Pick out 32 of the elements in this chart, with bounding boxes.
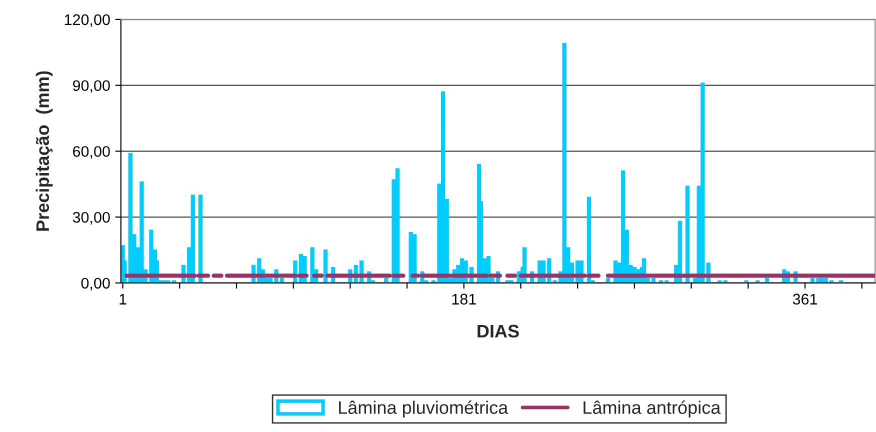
- bar: [310, 247, 314, 283]
- bar: [685, 186, 690, 283]
- bar: [384, 278, 388, 283]
- bar: [562, 43, 566, 283]
- bar: [440, 91, 446, 283]
- bar: [606, 278, 610, 283]
- bar: [190, 194, 195, 283]
- bar: [198, 194, 203, 283]
- x-tick-label: 361: [792, 294, 818, 305]
- bar: [140, 181, 144, 283]
- x-axis-title: DIAS: [478, 324, 519, 338]
- y-tick-label: 90,00: [72, 80, 110, 93]
- x-tick-label: 181: [452, 294, 476, 305]
- bar: [756, 280, 760, 283]
- y-tick-label: 30,00: [72, 212, 110, 225]
- bar: [509, 280, 514, 283]
- y-axis-title: Precipitação (mm): [36, 71, 53, 231]
- y-tick-label: 120,00: [64, 14, 110, 27]
- bar: [700, 82, 705, 283]
- bar: [395, 168, 400, 283]
- bar: [765, 278, 770, 283]
- legend-label: Lâmina antrópica: [584, 400, 721, 418]
- y-tick-label: 60,00: [73, 146, 110, 159]
- y-tick-label: 0,00: [81, 278, 110, 290]
- bar: [621, 170, 626, 283]
- legend-label: Lâmina pluviométrica: [339, 400, 508, 418]
- bar: [820, 278, 824, 283]
- x-tick-label: 1: [120, 294, 126, 304]
- bar: [744, 280, 748, 283]
- bar: [323, 249, 328, 283]
- bar: [838, 280, 844, 283]
- bar: [586, 196, 592, 283]
